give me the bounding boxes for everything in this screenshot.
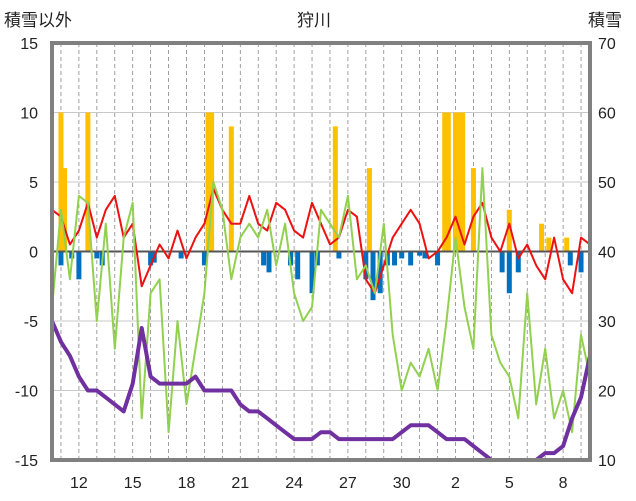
- y-left-tick-label: 0: [29, 245, 38, 262]
- blue-bar: [435, 251, 441, 266]
- y-right-tick-label: 40: [598, 245, 616, 262]
- blue-bar: [392, 251, 398, 266]
- blue-bar: [261, 251, 267, 266]
- orange-bar: [442, 112, 448, 252]
- blue-bar: [422, 251, 428, 259]
- orange-bar: [205, 112, 211, 252]
- orange-bar: [456, 112, 462, 252]
- blue-bar: [309, 251, 315, 294]
- y-left-tick-label: 5: [29, 175, 38, 192]
- orange-bar: [470, 168, 476, 252]
- blue-bar: [178, 251, 184, 259]
- orange-bar: [209, 112, 215, 252]
- orange-bar: [506, 209, 512, 252]
- orange-bar: [445, 112, 451, 252]
- x-tick-label: 15: [124, 475, 142, 492]
- y-right-tick-label: 30: [598, 314, 616, 331]
- x-tick-label: 27: [339, 475, 357, 492]
- blue-bar: [76, 251, 82, 280]
- y-left-tick-label: -5: [24, 314, 38, 331]
- blue-bar: [567, 251, 573, 266]
- blue-bar: [295, 251, 301, 280]
- orange-bar: [85, 112, 91, 252]
- blue-bar: [370, 251, 376, 301]
- y-left-tick-label: -10: [15, 384, 38, 401]
- orange-bar: [366, 168, 372, 252]
- y-right-tick-label: 60: [598, 106, 616, 123]
- blue-bar: [399, 251, 405, 259]
- plot-frame: [50, 41, 592, 462]
- blue-bar: [94, 251, 100, 259]
- blue-bar: [515, 251, 521, 273]
- blue-bar: [499, 251, 505, 273]
- y-left-tick-label: 15: [20, 36, 38, 53]
- orange-bar: [564, 237, 570, 252]
- x-tick-label: 21: [231, 475, 249, 492]
- orange-bar: [453, 112, 458, 252]
- y-right-tick-label: 70: [598, 36, 616, 53]
- bars: [58, 112, 584, 301]
- orange-bar: [539, 223, 545, 252]
- blue-bar: [148, 251, 154, 266]
- y-right-tick-label: 10: [598, 453, 616, 470]
- blue-bar: [408, 251, 414, 266]
- blue-bar: [417, 251, 423, 256]
- x-tick-label: 5: [505, 475, 514, 492]
- y-left-tick-label: 10: [20, 106, 38, 123]
- blue-bar: [506, 251, 512, 294]
- x-tick-label: 12: [70, 475, 88, 492]
- y-axis-left-label: 積雪以外: [4, 11, 72, 31]
- red-series-line: [51, 187, 591, 295]
- y-left-tick-label: -15: [15, 453, 38, 470]
- x-tick-label: 18: [178, 475, 196, 492]
- x-tick-label: 2: [451, 475, 460, 492]
- y-right-tick-label: 20: [598, 384, 616, 401]
- blue-bar: [201, 251, 207, 266]
- blue-bar: [578, 251, 584, 273]
- chart-title: 狩川: [297, 11, 331, 31]
- blue-bar: [336, 251, 342, 259]
- orange-bar: [228, 126, 234, 252]
- y-axis-right-label: 積雪: [588, 11, 622, 31]
- blue-bar: [266, 251, 272, 273]
- x-tick-label: 8: [559, 475, 568, 492]
- x-tick-label: 24: [285, 475, 303, 492]
- orange-bar: [332, 126, 338, 252]
- y-right-tick-label: 50: [598, 175, 616, 192]
- blue-bar: [377, 251, 383, 294]
- orange-bar: [58, 112, 64, 252]
- orange-bar: [460, 112, 466, 252]
- orange-bar: [62, 168, 68, 252]
- orange-bar: [546, 237, 552, 252]
- green-series-line: [51, 167, 591, 434]
- blue-bar: [58, 251, 64, 266]
- x-tick-label: 30: [393, 475, 411, 492]
